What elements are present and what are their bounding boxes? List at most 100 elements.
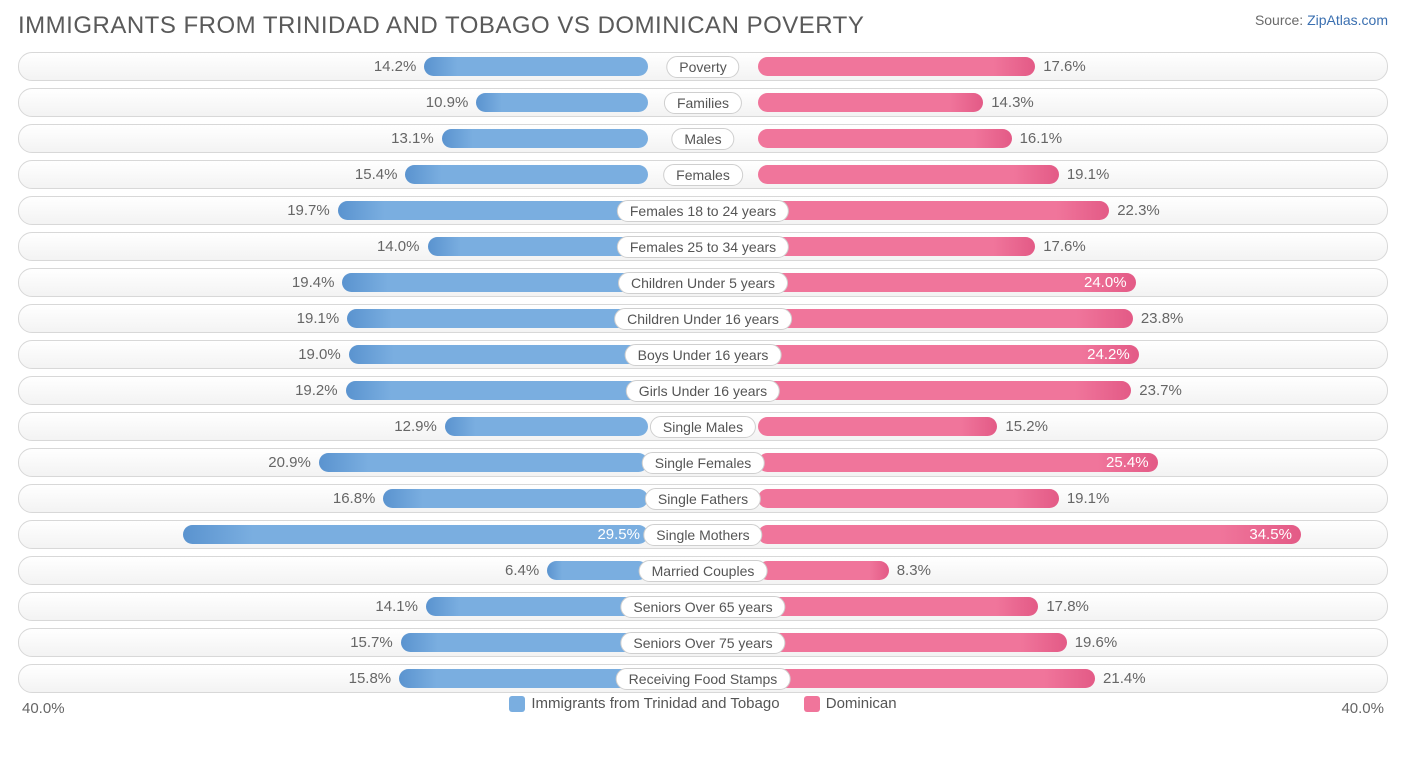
diverging-bar-chart: 14.2% 17.6% Poverty 10.9% 14.3% Families 13.1%… xyxy=(18,52,1388,693)
value-series-b: 21.4% xyxy=(1103,665,1146,692)
bar-series-a xyxy=(338,201,648,220)
value-series-a: 19.1% xyxy=(297,305,340,332)
bar-series-a xyxy=(183,525,648,544)
bar-series-a xyxy=(428,237,649,256)
value-series-b: 24.0% xyxy=(1084,269,1127,296)
source-attribution: Source: ZipAtlas.com xyxy=(1255,12,1388,28)
legend-item-b: Dominican xyxy=(804,695,897,712)
value-series-a: 14.1% xyxy=(375,593,418,620)
axis-right-max: 40.0% xyxy=(1341,700,1384,717)
bar-series-b xyxy=(758,273,1136,292)
bar-series-b xyxy=(758,129,1012,148)
value-series-a: 14.0% xyxy=(377,233,420,260)
source-link[interactable]: ZipAtlas.com xyxy=(1307,12,1388,28)
value-series-a: 10.9% xyxy=(426,89,469,116)
category-label: Females 18 to 24 years xyxy=(617,200,789,222)
value-series-a: 15.8% xyxy=(349,665,392,692)
value-series-a: 14.2% xyxy=(374,53,417,80)
category-label: Males xyxy=(671,128,734,150)
chart-row: 14.1% 17.8% Seniors Over 65 years xyxy=(18,592,1388,621)
bar-series-b xyxy=(758,417,997,436)
value-series-b: 19.1% xyxy=(1067,161,1110,188)
bar-series-b xyxy=(758,237,1035,256)
bar-series-a xyxy=(476,93,648,112)
category-label: Single Mothers xyxy=(643,524,762,546)
category-label: Poverty xyxy=(666,56,739,78)
chart-row: 19.2% 23.7% Girls Under 16 years xyxy=(18,376,1388,405)
value-series-b: 17.8% xyxy=(1046,593,1089,620)
chart-row: 15.7%19.6%Seniors Over 75 years xyxy=(18,628,1388,657)
value-series-b: 19.1% xyxy=(1067,485,1110,512)
chart-row: 15.4% 19.1% Females xyxy=(18,160,1388,189)
value-series-a: 20.9% xyxy=(268,449,311,476)
category-label: Females xyxy=(663,164,743,186)
value-series-a: 19.0% xyxy=(298,341,341,368)
bar-series-a xyxy=(405,165,648,184)
value-series-a: 19.2% xyxy=(295,377,338,404)
bar-series-a xyxy=(347,309,648,328)
chart-row: 14.0%17.6%Females 25 to 34 years xyxy=(18,232,1388,261)
chart-row: 6.4%8.3%Married Couples xyxy=(18,556,1388,585)
chart-row: 15.8% 21.4% Receiving Food Stamps xyxy=(18,664,1388,693)
category-label: Females 25 to 34 years xyxy=(617,236,789,258)
value-series-a: 19.4% xyxy=(292,269,335,296)
chart-row: 14.2% 17.6% Poverty xyxy=(18,52,1388,81)
axis-left-max: 40.0% xyxy=(22,700,65,717)
category-label: Boys Under 16 years xyxy=(625,344,782,366)
category-label: Receiving Food Stamps xyxy=(616,668,791,690)
value-series-b: 23.7% xyxy=(1139,377,1182,404)
value-series-b: 14.3% xyxy=(991,89,1034,116)
bar-series-a xyxy=(399,669,648,688)
value-series-b: 34.5% xyxy=(1249,521,1292,548)
value-series-a: 15.7% xyxy=(350,629,393,656)
value-series-b: 17.6% xyxy=(1043,53,1086,80)
category-label: Families xyxy=(664,92,742,114)
legend-item-a: Immigrants from Trinidad and Tobago xyxy=(509,695,779,712)
bar-series-a xyxy=(383,489,648,508)
value-series-b: 23.8% xyxy=(1141,305,1184,332)
category-label: Children Under 5 years xyxy=(618,272,788,294)
category-label: Girls Under 16 years xyxy=(626,380,780,402)
value-series-a: 15.4% xyxy=(355,161,398,188)
bar-series-b xyxy=(758,165,1059,184)
bar-series-b xyxy=(758,201,1109,220)
bar-series-a xyxy=(342,273,648,292)
chart-row: 10.9% 14.3% Families xyxy=(18,88,1388,117)
value-series-b: 15.2% xyxy=(1005,413,1048,440)
bar-series-b xyxy=(758,633,1067,652)
bar-series-a xyxy=(424,57,648,76)
category-label: Married Couples xyxy=(639,560,768,582)
value-series-a: 29.5% xyxy=(597,521,640,548)
category-label: Children Under 16 years xyxy=(614,308,792,330)
chart-row: 19.7%22.3%Females 18 to 24 years xyxy=(18,196,1388,225)
bar-series-b xyxy=(758,93,983,112)
bar-series-b xyxy=(758,309,1133,328)
value-series-a: 19.7% xyxy=(287,197,330,224)
chart-row: 20.9%25.4%Single Females xyxy=(18,448,1388,477)
legend-swatch-a xyxy=(509,696,525,712)
bar-series-a xyxy=(401,633,648,652)
bar-series-a xyxy=(442,129,648,148)
bar-series-b xyxy=(758,57,1035,76)
legend: Immigrants from Trinidad and Tobago Domi… xyxy=(18,695,1388,716)
category-label: Seniors Over 65 years xyxy=(620,596,785,618)
bar-series-a xyxy=(547,561,648,580)
chart-row: 13.1%16.1%Males xyxy=(18,124,1388,153)
value-series-b: 19.6% xyxy=(1075,629,1118,656)
bar-series-a xyxy=(346,381,648,400)
bar-series-b xyxy=(758,561,889,580)
bar-series-a xyxy=(445,417,648,436)
legend-swatch-b xyxy=(804,696,820,712)
chart-row: 29.5% 34.5% Single Mothers xyxy=(18,520,1388,549)
chart-row: 16.8%19.1%Single Fathers xyxy=(18,484,1388,513)
value-series-a: 12.9% xyxy=(394,413,437,440)
value-series-a: 6.4% xyxy=(505,557,539,584)
bar-series-b xyxy=(758,669,1095,688)
bar-series-a xyxy=(426,597,648,616)
bar-series-a xyxy=(349,345,648,364)
chart-row: 12.9% 15.2% Single Males xyxy=(18,412,1388,441)
value-series-a: 13.1% xyxy=(391,125,434,152)
value-series-b: 24.2% xyxy=(1087,341,1130,368)
bar-series-b xyxy=(758,381,1131,400)
category-label: Single Males xyxy=(650,416,756,438)
